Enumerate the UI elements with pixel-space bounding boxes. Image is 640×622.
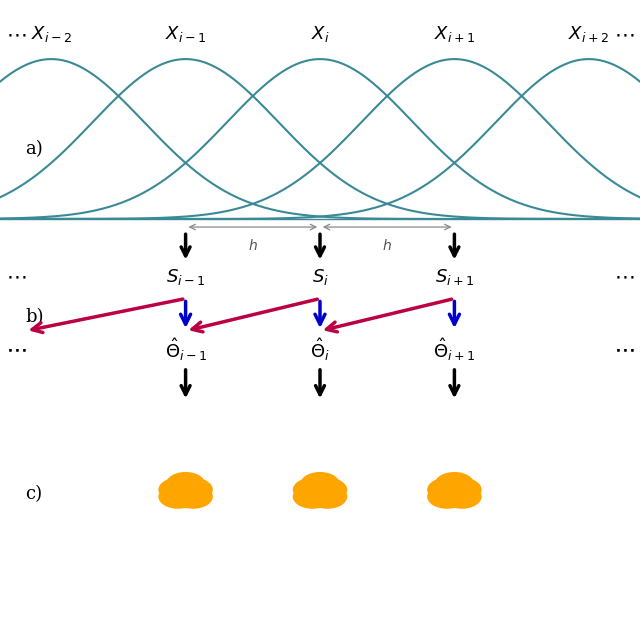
Ellipse shape xyxy=(173,478,213,502)
Ellipse shape xyxy=(292,485,332,509)
Text: $\cdots$: $\cdots$ xyxy=(6,267,26,287)
Text: $\cdots$: $\cdots$ xyxy=(614,267,634,287)
Text: $\cdots$: $\cdots$ xyxy=(6,340,26,360)
Text: $\hat{\Theta}_{i-1}$: $\hat{\Theta}_{i-1}$ xyxy=(164,336,207,363)
Ellipse shape xyxy=(158,485,198,509)
Ellipse shape xyxy=(308,485,348,509)
Text: $h$: $h$ xyxy=(382,238,392,253)
Text: $\cdots$: $\cdots$ xyxy=(6,340,26,360)
Ellipse shape xyxy=(435,472,474,496)
Text: $\cdots$: $\cdots$ xyxy=(614,340,634,360)
Text: $S_{i-1}$: $S_{i-1}$ xyxy=(166,267,205,287)
Text: $X_{i+1}$: $X_{i+1}$ xyxy=(434,24,475,44)
Text: $h$: $h$ xyxy=(248,238,258,253)
Text: $S_i$: $S_i$ xyxy=(312,267,328,287)
Ellipse shape xyxy=(427,485,467,509)
Text: b): b) xyxy=(26,309,44,326)
Text: $S_{i+1}$: $S_{i+1}$ xyxy=(435,267,474,287)
Ellipse shape xyxy=(308,478,348,502)
Text: $X_{i-2}$: $X_{i-2}$ xyxy=(31,24,72,44)
Text: $\cdots$: $\cdots$ xyxy=(614,340,634,360)
Text: $X_i$: $X_i$ xyxy=(310,24,330,44)
Ellipse shape xyxy=(158,478,198,502)
Ellipse shape xyxy=(442,485,482,509)
Ellipse shape xyxy=(442,478,482,502)
Ellipse shape xyxy=(292,478,332,502)
Text: $\cdots$: $\cdots$ xyxy=(614,24,634,44)
Text: $\hat{\Theta}_{i+1}$: $\hat{\Theta}_{i+1}$ xyxy=(433,336,476,363)
Ellipse shape xyxy=(166,472,205,496)
Ellipse shape xyxy=(173,485,213,509)
Text: c): c) xyxy=(26,486,43,503)
Text: $X_{i+2}$: $X_{i+2}$ xyxy=(568,24,609,44)
Ellipse shape xyxy=(300,472,340,496)
Text: $\cdots$: $\cdots$ xyxy=(6,24,26,44)
Text: $X_{i-1}$: $X_{i-1}$ xyxy=(165,24,206,44)
Text: a): a) xyxy=(26,141,44,158)
Text: $\hat{\Theta}_i$: $\hat{\Theta}_i$ xyxy=(310,336,330,363)
Ellipse shape xyxy=(427,478,467,502)
